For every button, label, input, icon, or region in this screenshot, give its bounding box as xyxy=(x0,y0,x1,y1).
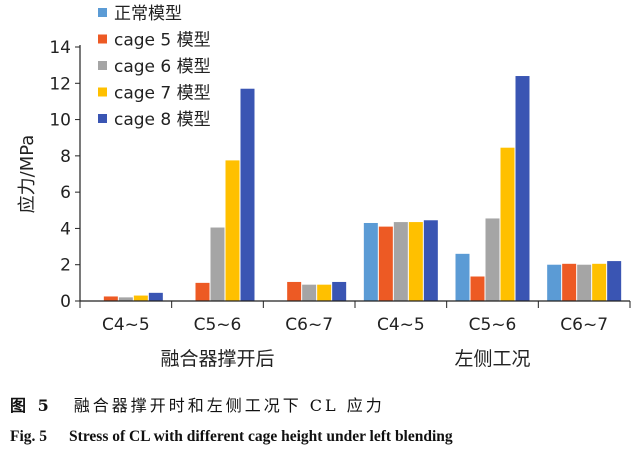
legend-label: cage 7 模型 xyxy=(114,84,211,104)
bar xyxy=(118,297,133,301)
y-tick-label: 4 xyxy=(60,219,71,239)
bar xyxy=(607,261,622,301)
caption-cn-label: 图 5 xyxy=(10,396,52,415)
bar xyxy=(287,281,302,301)
bar xyxy=(225,160,240,301)
legend-label: cage 8 模型 xyxy=(114,110,211,130)
x-tick-label: C5~6 xyxy=(469,315,517,335)
legend-label: 正常模型 xyxy=(114,4,182,24)
legend-swatch xyxy=(98,34,107,44)
y-tick-label: 6 xyxy=(60,183,71,203)
y-tick-label: 2 xyxy=(60,256,71,276)
bar xyxy=(133,295,148,301)
x-tick-label: C6~7 xyxy=(285,315,333,335)
legend-label: cage 6 模型 xyxy=(114,57,211,77)
bar xyxy=(592,263,607,301)
bar xyxy=(393,222,408,301)
bar-chart: 0 2 4 6 8 10 12 14 C4~5 C5~6 C6~7 C4~5 C5~6 C6~7 融合器撑开… xyxy=(17,4,631,370)
caption-en-label: Fig. 5 xyxy=(10,428,48,445)
caption-en-text: Stress of CL with different cage height … xyxy=(69,428,453,445)
bar xyxy=(562,263,577,301)
caption-english: Fig. 5 Stress of CL with different cage h… xyxy=(10,428,453,446)
bar xyxy=(378,226,393,301)
x-tick-label: C5~6 xyxy=(194,315,242,335)
bar xyxy=(210,227,225,301)
group-label: 融合器撑开后 xyxy=(160,348,274,370)
bar xyxy=(485,218,500,301)
bar xyxy=(332,281,347,301)
legend-swatch xyxy=(98,114,107,123)
bar xyxy=(423,220,438,301)
bar xyxy=(195,282,210,301)
y-tick-label: 12 xyxy=(49,74,71,94)
y-tick-label: 14 xyxy=(49,38,71,58)
caption-chinese: 图 5 融合器撑开时和左侧工况下 CL 应力 xyxy=(10,392,385,416)
group-label: 左侧工况 xyxy=(454,348,530,370)
bar xyxy=(455,253,470,301)
bar xyxy=(408,222,423,301)
y-axis-label: 应力/MPa xyxy=(17,135,38,214)
bar xyxy=(317,284,332,301)
x-tick-label: C6~7 xyxy=(560,315,608,335)
bar xyxy=(500,147,515,301)
x-tick-label: C4~5 xyxy=(102,315,150,335)
x-tick-label: C4~5 xyxy=(377,315,425,335)
y-tick-label: 0 xyxy=(60,292,71,312)
caption-cn-text: 融合器撑开时和左侧工况下 CL 应力 xyxy=(73,396,385,415)
bar xyxy=(547,264,562,301)
bar xyxy=(240,88,255,301)
legend-label: cage 5 模型 xyxy=(114,31,211,51)
legend-swatch xyxy=(98,87,107,97)
legend-swatch xyxy=(98,61,107,70)
bar xyxy=(515,76,530,302)
bar xyxy=(103,296,118,301)
y-tick-label: 8 xyxy=(60,147,71,167)
bar xyxy=(577,264,592,301)
y-tick-label: 10 xyxy=(49,111,71,131)
bar xyxy=(148,292,163,301)
legend-swatch xyxy=(98,8,107,17)
bar xyxy=(302,284,317,301)
bar xyxy=(363,222,378,301)
bar xyxy=(470,276,485,301)
